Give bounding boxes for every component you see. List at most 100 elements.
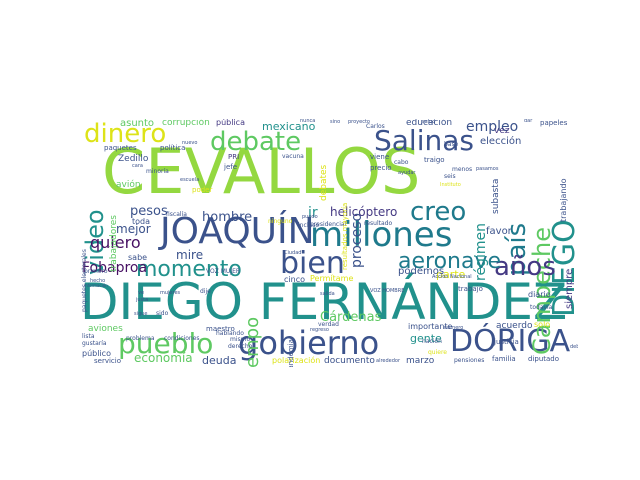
word-empleo: empleo <box>466 119 519 135</box>
word-lista: lista <box>82 333 95 340</box>
word-viene: viene <box>370 153 390 161</box>
word-poder: poder <box>192 186 213 194</box>
word-creo: creo <box>410 197 467 227</box>
word-permitame: Permítame <box>310 274 354 283</box>
word-salida: salida <box>320 291 335 297</box>
word-alrededor: alrededor <box>376 358 401 364</box>
word-carlos: Carlos <box>366 123 385 130</box>
word-bien: bien <box>280 246 345 281</box>
word-solo: solo <box>534 320 551 329</box>
word-hombre: hombre <box>202 210 253 225</box>
word-pri: PRI <box>228 153 240 161</box>
word-nunca: nunca <box>300 119 316 124</box>
word-mire: mire <box>176 248 204 262</box>
word-resultado: resultado <box>364 220 393 227</box>
word-menos: menos <box>452 166 473 173</box>
word-quiero: quiero <box>90 233 141 252</box>
word-momento: momento <box>136 257 242 282</box>
word-economia: economía <box>134 351 193 365</box>
word-sido: sido <box>156 310 169 317</box>
word-ir: ir <box>308 205 318 221</box>
word-cinco: cinco <box>284 275 305 284</box>
word-ciudad: Ciudad <box>284 250 302 256</box>
word-gustaria: gustaría <box>82 340 107 347</box>
word-base: base <box>444 141 459 148</box>
word-podemos: podemos <box>398 266 445 277</box>
word-verdad: verdad <box>318 321 339 328</box>
word-documento: documento <box>324 356 375 366</box>
word-justa: justa <box>136 297 149 303</box>
word-corrupcion: corrupción <box>162 119 210 128</box>
word-doriga: DÓRIGA <box>450 324 571 359</box>
word-debe: debe <box>570 344 578 350</box>
word-avion: avión <box>116 180 141 190</box>
word-accion-nacional: Acción Nacional <box>432 274 472 280</box>
word-vacuna: vacuna <box>282 153 304 160</box>
word-hablando: hablando <box>216 330 244 337</box>
word-diputado: diputado <box>528 355 560 363</box>
word-mexicano: mexicano <box>262 120 316 133</box>
word-millones: millones <box>310 215 453 255</box>
word-regreso: regreso <box>310 327 329 333</box>
word-quiere: quiere <box>428 349 447 356</box>
word-ve: ve <box>138 290 145 296</box>
word-parte: parte <box>436 268 466 281</box>
word-ninguno: ninguno <box>268 218 293 225</box>
word-diego-fernandez: DIEGO FERNÁNDEZ <box>80 273 568 331</box>
word-jefe: jefe <box>224 163 238 171</box>
word-sabe: sabe <box>128 253 148 262</box>
word-traigo: traigo <box>424 156 445 164</box>
word-deuda: deuda <box>202 354 237 367</box>
word-nuevo: nuevo <box>182 140 198 146</box>
word-mujeres: mujeres <box>160 290 181 296</box>
word-minoria: minoría <box>146 168 169 175</box>
word-publica: pública <box>216 119 245 127</box>
word-subasta: subasta <box>491 178 501 214</box>
word-pueblo: pueblo <box>118 327 214 360</box>
word-todavia: todavía <box>530 304 553 311</box>
word-trabajo: trabajo <box>458 285 483 293</box>
word-problema: problema <box>126 335 155 342</box>
word-gobierno: gobierno <box>238 324 380 362</box>
word-favor: favor <box>486 226 512 237</box>
word-paquetes: paquetes <box>104 144 137 152</box>
word-pandemia: pandemia <box>287 339 295 367</box>
word-precio: precio <box>370 164 392 172</box>
word-escuela: escuela <box>180 177 200 183</box>
word-servicio: servicio <box>94 357 121 365</box>
word-presidencial: presidencial <box>310 221 347 228</box>
word-papeles: papeles <box>540 119 568 127</box>
word-vez: vez <box>494 126 510 136</box>
word-nacion: nación <box>422 338 442 345</box>
word-aeronave: aeronave <box>398 249 502 274</box>
word-trabajando: trabajando <box>559 178 568 222</box>
word-debates: debates <box>319 164 329 201</box>
word-ayudar: ayudar <box>398 170 416 176</box>
word-incluso-2: proyecto <box>348 119 370 125</box>
word-helicoptero: helicóptero <box>330 205 398 219</box>
word-aviones: aviones <box>88 324 123 334</box>
word-cevallos: CEVALLOS <box>102 135 421 208</box>
word-proceso: proceso <box>349 212 365 268</box>
word-salud: salud <box>422 119 436 125</box>
word-asunto: asunto <box>120 119 155 129</box>
word-eleccion: elección <box>480 136 522 147</box>
word-zedillo: Zedillo <box>118 154 149 164</box>
word-numero: número <box>444 325 464 331</box>
word-mismo: mismo <box>230 336 251 343</box>
word-joaquin: JOAQUÍN <box>160 211 315 252</box>
word-debate: debate <box>210 127 302 157</box>
word-politica: política <box>160 144 186 152</box>
word-anos: años <box>494 252 556 282</box>
word-informacion: información <box>84 283 108 288</box>
word-diario: diario <box>528 290 551 299</box>
word-salinas: Salinas <box>374 124 474 157</box>
word-voz-mujer: VOZ MUJER <box>206 268 241 275</box>
word-voz-hombre: VOZ HOMBRE <box>370 288 405 294</box>
word-acuerdo: acuerdo <box>496 321 533 331</box>
word-dar: dar <box>524 119 533 124</box>
word-gente: gente <box>410 332 442 345</box>
word-cloud: CEVALLOS DIEGO FERNÁNDEZ JOAQUÍN millone… <box>80 119 578 367</box>
word-incluso: incluso <box>298 222 320 229</box>
word-importante: importante <box>408 322 453 331</box>
